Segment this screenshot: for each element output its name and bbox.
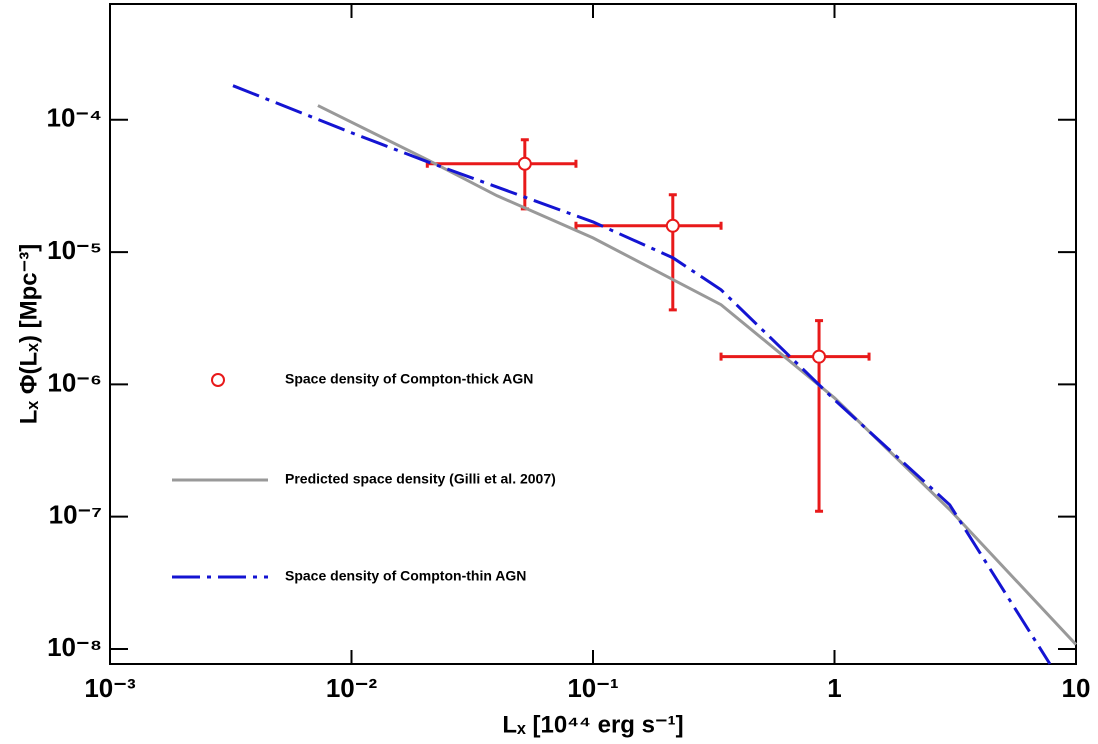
legend-marker xyxy=(211,373,225,387)
legend-label: Space density of Compton-thick AGN xyxy=(285,371,533,387)
legend-label: Predicted space density (Gilli et al. 20… xyxy=(285,471,556,487)
y-axis-label: Lₓ Φ(Lₓ) [Mpc⁻³] xyxy=(15,244,42,425)
x-axis-label: Lₓ [10⁴⁴ erg s⁻¹] xyxy=(502,711,683,738)
series-line xyxy=(232,84,1052,665)
data-point xyxy=(665,218,680,233)
plot-frame xyxy=(109,3,1077,665)
y-tick-label: 10⁻⁴ xyxy=(46,103,102,133)
data-point xyxy=(812,349,827,364)
y-tick-label: 10⁻⁸ xyxy=(47,632,102,662)
x-tick-label: 10 xyxy=(1062,673,1091,703)
x-tick-label: 10⁻¹ xyxy=(567,673,618,703)
x-error-bar xyxy=(719,352,871,361)
x-tick-label: 10⁻³ xyxy=(84,673,136,703)
y-tick-label: 10⁻⁶ xyxy=(47,367,102,397)
y-error-bar xyxy=(668,193,677,312)
x-tick-label: 10⁻² xyxy=(326,673,378,703)
x-tick-label: 1 xyxy=(827,673,841,703)
data-point xyxy=(517,156,532,171)
y-error-bar xyxy=(815,319,824,513)
legend-label: Space density of Compton-thin AGN xyxy=(285,568,526,584)
y-tick-label: 10⁻⁵ xyxy=(47,235,102,265)
x-error-bar xyxy=(425,159,578,168)
y-tick-label: 10⁻⁷ xyxy=(49,500,102,530)
